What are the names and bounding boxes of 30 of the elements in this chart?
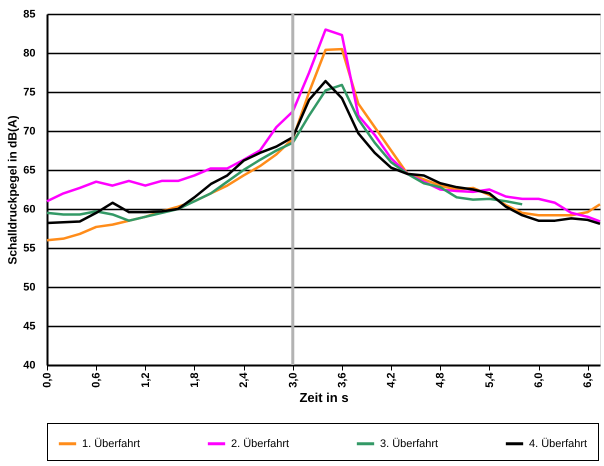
legend-label: 1. Überfahrt xyxy=(82,436,140,450)
y-tick-label: 75 xyxy=(23,86,36,98)
y-tick-label: 70 xyxy=(23,126,36,138)
y-tick-label: 40 xyxy=(23,360,36,372)
x-tick-label: 4,2 xyxy=(386,372,398,388)
y-tick-label: 85 xyxy=(23,8,36,20)
x-tick-label: 2,4 xyxy=(238,372,250,388)
y-tick-label: 80 xyxy=(23,48,36,60)
x-tick-label: 1,8 xyxy=(188,372,201,388)
legend-label: 3. Überfahrt xyxy=(380,436,438,450)
x-tick-label: 3,0 xyxy=(287,372,300,388)
line-series xyxy=(46,28,602,223)
y-tick-label: 55 xyxy=(23,242,36,254)
y-tick-label: 60 xyxy=(23,204,36,216)
x-tick-label: 0,6 xyxy=(90,372,103,388)
y-tick-label: 45 xyxy=(23,320,36,332)
line-series xyxy=(46,84,524,222)
x-tick-label: 6,0 xyxy=(533,372,546,388)
x-tick-label: 3,6 xyxy=(336,372,348,388)
y-tick-label: 50 xyxy=(23,282,36,294)
x-tick-label: 6,6 xyxy=(582,372,594,388)
x-tick-label: 4,8 xyxy=(434,372,447,388)
x-tick-label: 0,0 xyxy=(42,372,54,388)
x-tick-label: 5,4 xyxy=(484,372,496,388)
legend-label: 4. Überfahrt xyxy=(529,436,588,450)
x-tick-label: 1,2 xyxy=(140,372,152,388)
y-axis-title: Schalldruckpegel in dB(A) xyxy=(5,115,20,265)
y-tick-label: 65 xyxy=(23,164,36,176)
x-axis-title: Zeit in s xyxy=(299,390,349,405)
legend-label: 2. Überfahrt xyxy=(231,436,290,450)
